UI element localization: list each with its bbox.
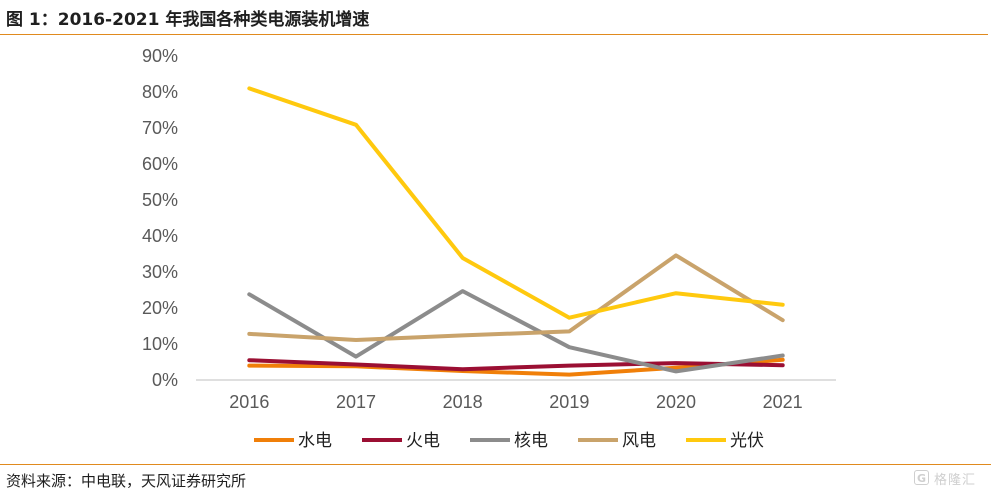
legend: 水电 火电 核电 风电 光伏 <box>254 431 764 451</box>
x-tick-label: 2016 <box>229 392 269 412</box>
y-tick-label: 70% <box>142 118 178 138</box>
legend-label: 水电 <box>298 431 332 451</box>
watermark-text: 格隆汇 <box>934 473 977 488</box>
series-lines <box>247 86 785 377</box>
x-tick-label: 2017 <box>336 392 376 412</box>
series-line-核电 <box>247 289 785 374</box>
y-tick-label: 60% <box>142 154 178 174</box>
y-tick-label: 80% <box>142 82 178 102</box>
y-tick-label: 10% <box>142 334 178 354</box>
x-tick-label: 2019 <box>549 392 589 412</box>
y-tick-label: 50% <box>142 190 178 210</box>
source-divider <box>0 464 991 465</box>
watermark: G 格隆汇 <box>912 466 986 490</box>
figure-title: 图 1：2016-2021 年我国各种类电源装机增速 <box>6 10 370 30</box>
x-tick-label: 2018 <box>443 392 483 412</box>
legend-label: 核电 <box>514 431 548 451</box>
series-line-光伏 <box>247 86 785 320</box>
line-chart: 0%10%20%30%40%50%60%70%80%90% 2016 2017 20… <box>142 46 836 451</box>
y-tick-label: 20% <box>142 298 178 318</box>
y-tick-label: 0% <box>152 370 178 390</box>
y-tick-label: 40% <box>142 226 178 246</box>
x-axis-ticks: 2016 2017 2018 2019 2020 2021 <box>229 392 802 412</box>
series-line-火电 <box>247 358 785 372</box>
legend-label: 火电 <box>406 431 440 451</box>
y-tick-label: 90% <box>142 46 178 66</box>
x-tick-label: 2021 <box>763 392 803 412</box>
legend-label: 光伏 <box>730 431 764 451</box>
title-divider <box>0 34 988 35</box>
x-tick-label: 2020 <box>656 392 696 412</box>
y-tick-label: 30% <box>142 262 178 282</box>
watermark-logo-icon: G <box>914 470 929 485</box>
y-axis-ticks: 0% 10% 20% 30% 40% 50% 60% 70% 80% 90% <box>142 46 178 390</box>
source-note: 资料来源：中电联，天风证券研究所 <box>6 472 247 490</box>
series-line-水电 <box>247 357 785 377</box>
legend-label: 风电 <box>622 431 656 451</box>
series-line-风电 <box>247 253 785 342</box>
